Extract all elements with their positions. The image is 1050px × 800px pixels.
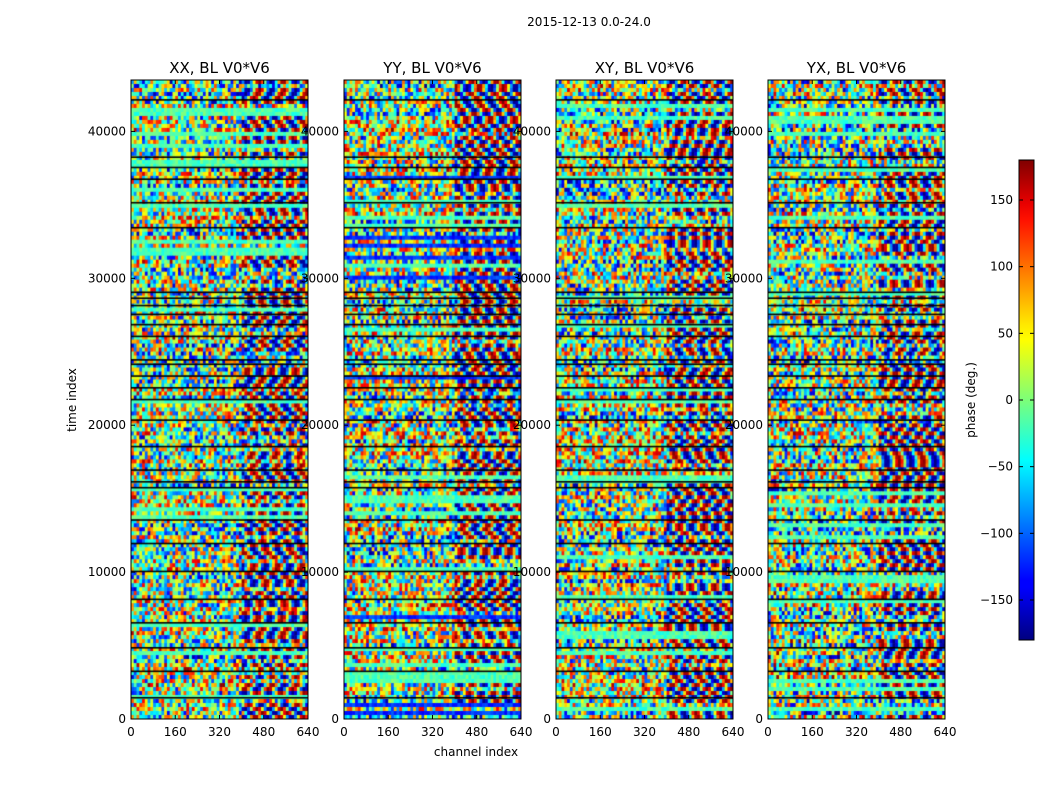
heatmap-canvas — [768, 80, 945, 719]
y-tick-label: 0 — [331, 712, 339, 726]
x-tick-label: 0 — [552, 725, 560, 739]
y-tick-label: 30000 — [88, 271, 126, 285]
x-tick-label: 640 — [297, 725, 320, 739]
colorbar-tick-label: −100 — [980, 526, 1013, 540]
x-tick-label: 480 — [889, 725, 912, 739]
figure-suptitle: 2015-12-13 0.0-24.0 — [527, 15, 651, 29]
y-tick-label: 30000 — [301, 271, 339, 285]
panel-1-heatmap — [131, 80, 308, 719]
y-tick-label: 30000 — [513, 271, 551, 285]
x-tick-label: 480 — [252, 725, 275, 739]
x-tick-label: 320 — [633, 725, 656, 739]
x-tick-label: 160 — [589, 725, 612, 739]
y-tick-label: 40000 — [725, 124, 763, 138]
panel-2-heatmap — [344, 80, 521, 719]
x-tick-label: 480 — [677, 725, 700, 739]
y-tick-label: 0 — [543, 712, 551, 726]
y-tick-label: 20000 — [725, 418, 763, 432]
y-tick-label: 20000 — [513, 418, 551, 432]
y-tick-label: 10000 — [725, 565, 763, 579]
x-tick-label: 160 — [164, 725, 187, 739]
panels-layer: XX, BL V0*V6 0 160 320 480 640 0 10000 20000 3000… — [88, 59, 957, 739]
heatmap-canvas — [556, 80, 733, 719]
panel-2-title: YY, BL V0*V6 — [382, 59, 481, 77]
y-tick-label: 40000 — [88, 124, 126, 138]
x-tick-label: 160 — [377, 725, 400, 739]
y-tick-label: 40000 — [513, 124, 551, 138]
y-tick-label: 0 — [755, 712, 763, 726]
x-tick-label: 640 — [510, 725, 533, 739]
x-tick-label: 320 — [845, 725, 868, 739]
colorbar-tick-label: 150 — [990, 193, 1013, 207]
x-tick-label: 320 — [421, 725, 444, 739]
panel-3: XY, BL V0*V6 0 160 320 480 640 0 10000 20000 3000… — [513, 59, 745, 739]
y-tick-label: 10000 — [301, 565, 339, 579]
colorbar-ticks: 150 100 50 0 −50 −100 −150 — [980, 193, 1034, 607]
y-tick-label: 0 — [118, 712, 126, 726]
x-tick-label: 0 — [340, 725, 348, 739]
panel-2: YY, BL V0*V6 0 160 320 480 640 0 10000 20000 3000… — [301, 59, 533, 739]
y-tick-label: 10000 — [513, 565, 551, 579]
y-axis-label: time index — [65, 368, 79, 432]
y-tick-label: 40000 — [301, 124, 339, 138]
heatmap-canvas — [344, 80, 521, 719]
panel-4: YX, BL V0*V6 0 160 320 480 640 0 10000 20000 3000… — [725, 59, 957, 739]
panel-1: XX, BL V0*V6 0 160 320 480 640 0 10000 20000 3000… — [88, 59, 320, 739]
panel-1-title: XX, BL V0*V6 — [169, 59, 270, 77]
heatmap-canvas — [131, 80, 308, 719]
x-tick-label: 320 — [208, 725, 231, 739]
y-tick-label: 30000 — [725, 271, 763, 285]
x-tick-label: 0 — [127, 725, 135, 739]
y-tick-label: 10000 — [88, 565, 126, 579]
colorbar-tick-label: 50 — [998, 326, 1013, 340]
x-tick-label: 480 — [465, 725, 488, 739]
x-tick-label: 0 — [764, 725, 772, 739]
y-tick-label: 20000 — [301, 418, 339, 432]
y-tick-label: 20000 — [88, 418, 126, 432]
colorbar-tick-label: −50 — [988, 460, 1013, 474]
colorbar-tick-label: 100 — [990, 260, 1013, 274]
x-tick-label: 640 — [722, 725, 745, 739]
panel-4-heatmap — [768, 80, 945, 719]
panel-3-title: XY, BL V0*V6 — [595, 59, 695, 77]
colorbar-label: phase (deg.) — [964, 362, 978, 438]
panel-3-heatmap — [556, 80, 733, 719]
panel-4-title: YX, BL V0*V6 — [806, 59, 907, 77]
x-tick-label: 640 — [934, 725, 957, 739]
colorbar: 150 100 50 0 −50 −100 −150 phase (deg.) — [964, 159, 1035, 641]
colorbar-tick-label: 0 — [1005, 393, 1013, 407]
x-tick-label: 160 — [801, 725, 824, 739]
colorbar-tick-label: −150 — [980, 593, 1013, 607]
x-axis-label: channel index — [434, 745, 518, 759]
